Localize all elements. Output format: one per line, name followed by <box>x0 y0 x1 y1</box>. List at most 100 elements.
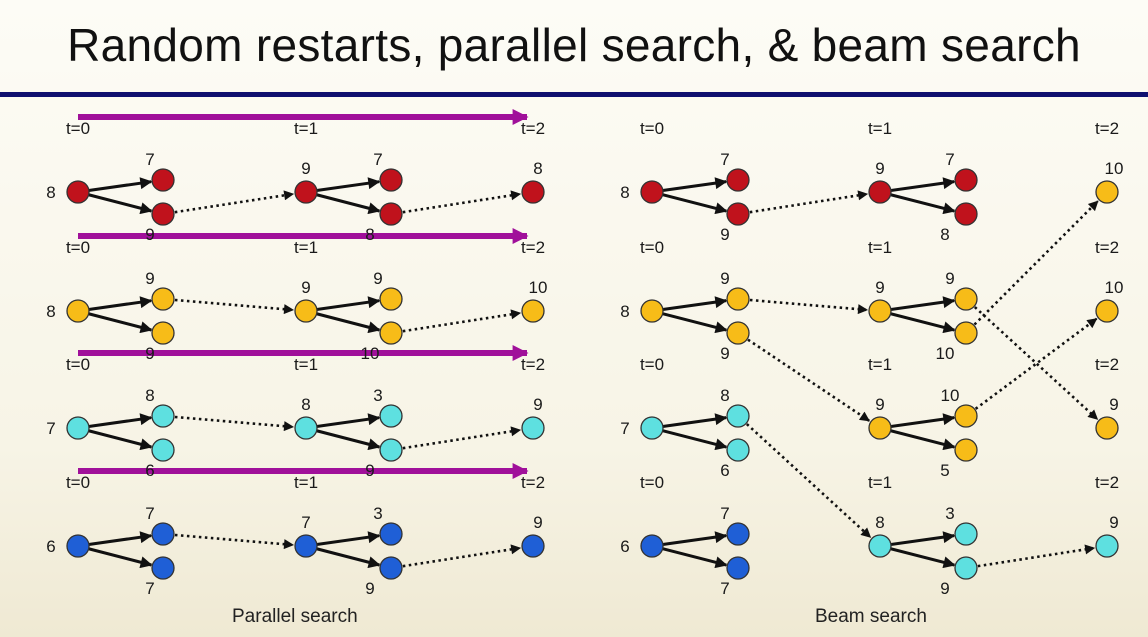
beam-node-value-2: 5 <box>940 461 949 480</box>
parallel-time-label-1: t=0 <box>66 238 90 257</box>
parallel-edge-1 <box>86 311 153 334</box>
beam-node-value-1: 9 <box>720 269 729 288</box>
parallel-edge-3 <box>86 531 153 547</box>
parallel-node-3 <box>151 556 175 580</box>
parallel-node-value-0: 7 <box>373 150 382 169</box>
beam-node-value-2: 9 <box>875 395 884 414</box>
beam-node-1 <box>640 299 664 323</box>
parallel-node-3 <box>521 534 545 558</box>
parallel-node-value-3: 6 <box>46 537 55 556</box>
beam-edge-2 <box>888 428 956 451</box>
parallel-edge-1 <box>86 296 153 312</box>
beam-edge-1 <box>888 311 956 334</box>
parallel-node-2 <box>151 404 175 428</box>
parallel-node-value-2: 6 <box>145 461 154 480</box>
beam-time-label-1: t=2 <box>1095 238 1119 257</box>
parallel-node-value-2: 9 <box>533 395 542 414</box>
parallel-node-1 <box>379 287 403 311</box>
parallel-time-label-1: t=2 <box>521 238 545 257</box>
parallel-node-value-1: 9 <box>145 344 154 363</box>
parallel-time-label-0: t=0 <box>66 119 90 138</box>
parallel-node-2 <box>66 416 90 440</box>
beam-node-0 <box>640 180 664 204</box>
parallel-node-value-1: 10 <box>529 278 548 297</box>
parallel-edge-0 <box>86 177 153 193</box>
parallel-edge-3 <box>86 546 153 569</box>
parallel-node-value-2: 8 <box>145 386 154 405</box>
beam-edge-2 <box>660 428 728 451</box>
parallel-edge-3 <box>314 546 381 569</box>
beam-time-label-3: t=0 <box>640 473 664 492</box>
beam-node-1 <box>726 321 750 345</box>
beam-edge-2 <box>888 413 956 429</box>
parallel-node-value-0: 7 <box>145 150 154 169</box>
parallel-time-label-2: t=0 <box>66 355 90 374</box>
parallel-dotted-edge-2 <box>402 426 522 450</box>
beam-node-0 <box>726 168 750 192</box>
parallel-edge-0 <box>314 177 381 193</box>
parallel-edge-1 <box>314 296 381 312</box>
parallel-node-2 <box>294 416 318 440</box>
beam-node-value-1: 10 <box>936 344 955 363</box>
parallel-node-value-3: 3 <box>373 504 382 523</box>
beam-node-value-1: 9 <box>720 344 729 363</box>
beam-node-value-2: 6 <box>720 461 729 480</box>
beam-dotted-edge-0 <box>749 190 869 214</box>
parallel-node-3 <box>294 534 318 558</box>
parallel-node-value-2: 8 <box>301 395 310 414</box>
beam-node-value-2: 8 <box>720 386 729 405</box>
beam-node-value-3: 7 <box>720 579 729 598</box>
parallel-time-label-1: t=1 <box>294 238 318 257</box>
parallel-node-2 <box>521 416 545 440</box>
beam-node-value-2: 10 <box>941 386 960 405</box>
beam-node-0 <box>726 202 750 226</box>
beam-dotted-edge-2 <box>747 338 871 422</box>
beam-node-2 <box>1095 416 1119 440</box>
beam-node-3 <box>868 534 892 558</box>
parallel-node-value-3: 7 <box>145 579 154 598</box>
beam-time-label-2: t=1 <box>868 355 892 374</box>
beam-node-value-2: 9 <box>1109 395 1118 414</box>
beam-dotted-edge-3 <box>745 423 872 539</box>
parallel-node-0 <box>66 180 90 204</box>
beam-node-value-2: 7 <box>620 419 629 438</box>
parallel-dotted-edge-1 <box>174 298 295 315</box>
beam-node-value-0: 8 <box>620 183 629 202</box>
beam-node-1 <box>868 299 892 323</box>
parallel-node-2 <box>379 404 403 428</box>
parallel-node-value-2: 7 <box>46 419 55 438</box>
beam-node-2 <box>640 416 664 440</box>
beam-node-1 <box>1095 299 1119 323</box>
beam-node-value-1: 9 <box>945 269 954 288</box>
beam-node-value-3: 9 <box>1109 513 1118 532</box>
parallel-node-value-0: 8 <box>46 183 55 202</box>
beam-node-value-3: 8 <box>875 513 884 532</box>
beam-node-0 <box>868 180 892 204</box>
beam-node-1 <box>954 287 978 311</box>
beam-node-0 <box>954 202 978 226</box>
parallel-edge-0 <box>86 192 153 215</box>
caption-beam-search: Beam search <box>815 606 927 627</box>
parallel-time-label-3: t=1 <box>294 473 318 492</box>
parallel-dotted-edge-0 <box>402 190 522 214</box>
parallel-node-value-1: 8 <box>46 302 55 321</box>
beam-node-3 <box>954 556 978 580</box>
parallel-edge-2 <box>314 413 381 429</box>
beam-edge-1 <box>660 296 728 312</box>
beam-node-value-1: 9 <box>875 278 884 297</box>
beam-node-1 <box>726 287 750 311</box>
parallel-node-2 <box>151 438 175 462</box>
parallel-dotted-edge-2 <box>174 415 295 432</box>
parallel-time-label-3: t=0 <box>66 473 90 492</box>
beam-time-label-2: t=2 <box>1095 355 1119 374</box>
parallel-node-2 <box>379 438 403 462</box>
parallel-edge-2 <box>86 413 153 429</box>
parallel-dotted-edge-0 <box>174 190 295 214</box>
parallel-node-0 <box>151 202 175 226</box>
beam-node-2 <box>868 416 892 440</box>
beam-node-0 <box>954 168 978 192</box>
parallel-dotted-edge-3 <box>174 533 295 550</box>
beam-node-3 <box>726 556 750 580</box>
parallel-time-label-0: t=1 <box>294 119 318 138</box>
